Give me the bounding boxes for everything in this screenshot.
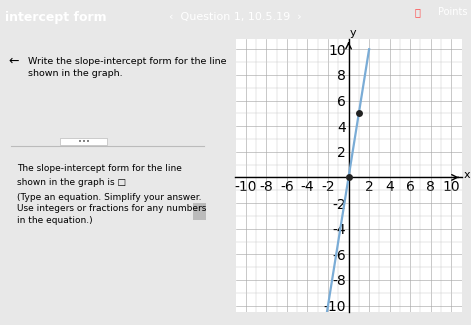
Text: ‹  Question 1, 10.5.19  ›: ‹ Question 1, 10.5.19 ›	[169, 12, 302, 22]
Bar	[60, 138, 107, 145]
Text: •••: •••	[78, 139, 89, 145]
Text: The slope-intercept form for the line: The slope-intercept form for the line	[17, 163, 182, 173]
Text: (Type an equation. Simplify your answer.
Use integers or fractions for any numbe: (Type an equation. Simplify your answer.…	[17, 193, 206, 225]
Text: Points: Points	[438, 7, 468, 17]
Text: shown in the graph is □: shown in the graph is □	[17, 178, 126, 187]
Text: ⓧ: ⓧ	[414, 7, 420, 17]
Text: x: x	[463, 170, 470, 180]
Text: ←: ←	[8, 55, 19, 68]
Text: intercept form: intercept form	[5, 10, 106, 24]
Text: Write the slope-intercept form for the line
shown in the graph.: Write the slope-intercept form for the l…	[28, 58, 227, 78]
Bar	[193, 203, 206, 220]
Text: y: y	[349, 28, 356, 38]
